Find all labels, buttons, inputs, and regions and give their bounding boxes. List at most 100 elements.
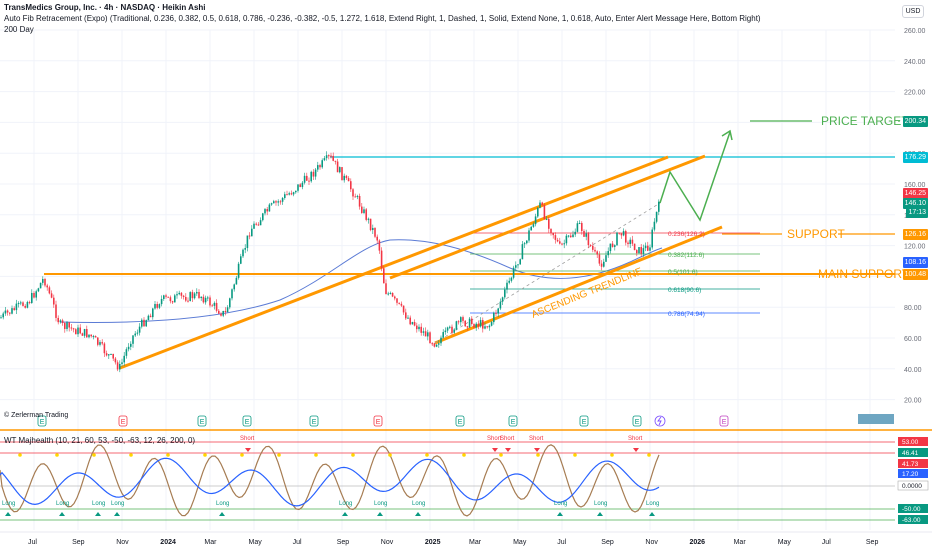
- price-tag: 176.29: [902, 152, 928, 163]
- candle-body: [253, 223, 255, 229]
- earnings-marker[interactable]: [242, 415, 252, 427]
- channel-line-upper: [389, 154, 706, 280]
- grid: [0, 29, 895, 530]
- long-signal-label: Long: [374, 501, 387, 507]
- candle-body: [42, 279, 44, 283]
- candle-body: [647, 245, 649, 251]
- candle-body: [266, 209, 268, 212]
- ma-200-line: [59, 239, 663, 323]
- candle-body: [75, 329, 77, 335]
- candle-body: [607, 251, 609, 256]
- candle-body: [365, 209, 367, 220]
- candle-body: [57, 317, 59, 323]
- candle-body: [389, 292, 392, 294]
- long-signal-icon: [377, 512, 383, 516]
- short-signal-icon: [633, 448, 639, 452]
- candle-body: [2, 313, 4, 318]
- candle-body: [26, 302, 29, 308]
- candle-body: [37, 288, 40, 292]
- oscillator-axis-tag: [898, 448, 928, 457]
- time-axis-label: Mar: [204, 539, 217, 546]
- candle-body: [59, 320, 62, 323]
- candle-body: [475, 323, 477, 328]
- candle-body: [501, 297, 504, 302]
- candle-body: [222, 310, 224, 316]
- earnings-marker[interactable]: [118, 415, 128, 427]
- candle-body: [543, 204, 546, 220]
- earnings-marker-label: E: [200, 419, 205, 426]
- candle-body: [244, 248, 246, 250]
- earnings-marker[interactable]: [309, 415, 319, 427]
- candle-body: [482, 320, 484, 329]
- candle-body: [581, 223, 583, 231]
- earnings-marker[interactable]: [508, 415, 518, 427]
- candle-body: [328, 155, 330, 157]
- candle-body: [24, 305, 26, 308]
- candle-body: [453, 329, 455, 333]
- candle-body: [455, 321, 458, 330]
- candle-body: [614, 245, 616, 247]
- short-signal-label: Short: [487, 436, 502, 442]
- candle-body: [119, 363, 121, 370]
- yellow-dot-icon: [462, 453, 466, 457]
- candle-body: [209, 297, 211, 306]
- candle-body: [284, 194, 286, 198]
- candle-body: [598, 254, 601, 264]
- candle-body: [61, 320, 64, 324]
- candle-body: [616, 232, 618, 246]
- fib-indicator-legend[interactable]: Auto Fib Retracement (Expo) (Traditional…: [4, 14, 761, 23]
- candle-body: [81, 333, 84, 336]
- candle-body: [431, 343, 433, 345]
- earnings-marker[interactable]: [719, 415, 729, 427]
- symbol-title[interactable]: TransMedics Group, Inc. · 4h · NASDAQ · …: [4, 3, 206, 12]
- short-signal-icon: [505, 448, 511, 452]
- candle-body: [55, 304, 57, 318]
- price-axis-label: 260.00: [904, 28, 926, 35]
- earnings-marker[interactable]: [37, 415, 47, 427]
- earnings-marker[interactable]: [373, 415, 383, 427]
- candle-body: [378, 240, 381, 251]
- candle-body: [644, 245, 647, 249]
- candle-body: [603, 261, 605, 267]
- candle-body: [182, 295, 185, 297]
- candle-body: [68, 322, 70, 328]
- currency-button[interactable]: USD: [902, 5, 924, 18]
- candle-body: [578, 223, 581, 225]
- candle-body: [350, 181, 352, 190]
- candle-body: [321, 160, 323, 168]
- candle-body: [262, 213, 264, 221]
- candle-body: [39, 282, 42, 289]
- earnings-marker[interactable]: [455, 415, 465, 427]
- ma-indicator-legend[interactable]: 200 Day: [4, 25, 34, 34]
- pane-collapse-button[interactable]: [858, 414, 894, 424]
- candle-body: [537, 207, 539, 217]
- earnings-marker[interactable]: [632, 415, 642, 427]
- time-axis-label: Sep: [601, 539, 614, 546]
- candle-body: [108, 354, 110, 356]
- time-axis-label: Nov: [116, 539, 129, 546]
- candle-body: [587, 233, 590, 246]
- candle-body: [534, 216, 537, 225]
- candle-body: [655, 211, 658, 222]
- candle-body: [154, 303, 156, 309]
- candle-body: [521, 244, 524, 260]
- candle-body: [215, 302, 218, 311]
- candle-body: [565, 235, 568, 244]
- earnings-marker[interactable]: [579, 415, 589, 427]
- candle-body: [528, 230, 530, 241]
- candle-body: [308, 180, 310, 182]
- oscillator-axis-tag: [898, 504, 928, 513]
- candle-body: [15, 303, 18, 311]
- candle-body: [576, 223, 579, 232]
- candle-body: [77, 327, 79, 335]
- candle-body: [4, 310, 7, 314]
- candle-body: [345, 175, 348, 179]
- oscillator-legend[interactable]: WT Majhealth (10, 21, 60, 53, -50, -63, …: [4, 436, 196, 445]
- price-axis-label: 60.00: [904, 336, 922, 343]
- candle-body: [101, 342, 103, 344]
- oscillator-axis-label: 17.20: [902, 471, 919, 478]
- earnings-marker[interactable]: [197, 415, 207, 427]
- short-signal-icon: [492, 448, 498, 452]
